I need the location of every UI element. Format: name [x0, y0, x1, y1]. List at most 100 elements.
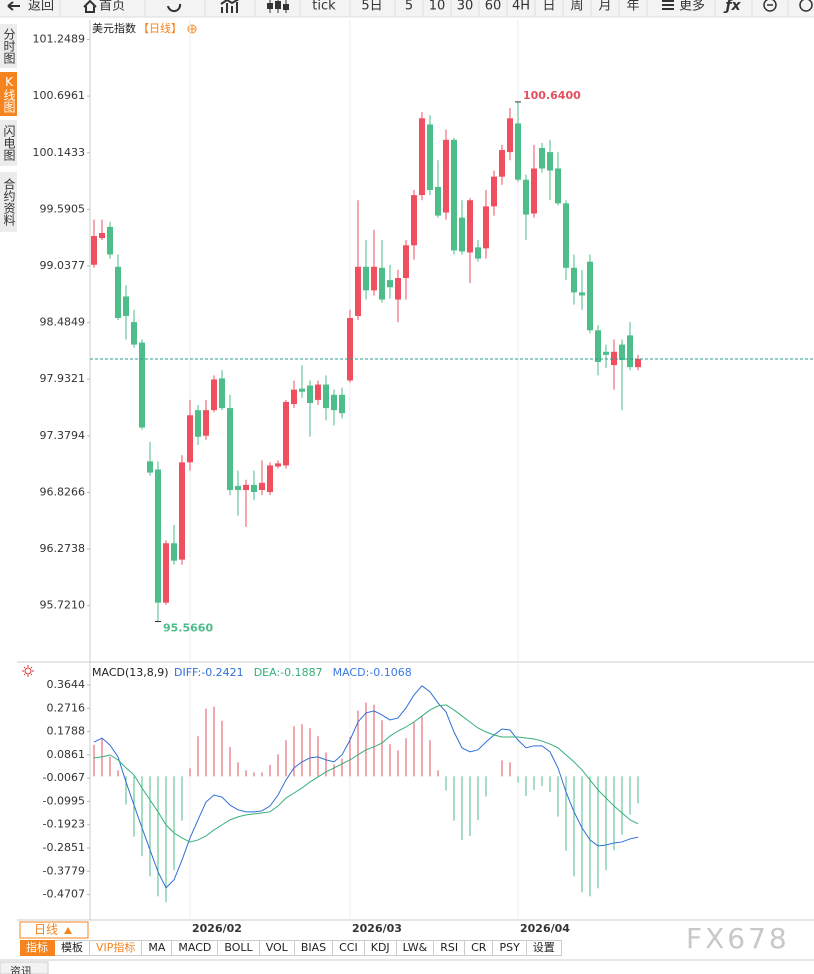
fx-icon[interactable]: ƒx	[722, 0, 741, 14]
indicator-tab[interactable]: MACD	[172, 940, 219, 956]
toolbar-button[interactable]: 周	[570, 0, 583, 14]
toolbar-button[interactable]: 5日	[361, 0, 382, 14]
candle-body	[107, 226, 113, 255]
toolbar-button[interactable]: 10	[429, 0, 446, 14]
candle-body	[507, 118, 513, 153]
toolbar-button[interactable]: 更多	[679, 0, 705, 14]
y-tick-label: 0.2716	[47, 701, 86, 714]
candle-body	[323, 384, 329, 409]
zoom-out-icon[interactable]	[763, 0, 777, 12]
candle-body	[147, 461, 153, 473]
candle-body	[563, 203, 569, 268]
candle-body	[379, 267, 385, 300]
x-tick-label: 2026/03	[352, 922, 402, 935]
indicator-tab[interactable]: CCI	[333, 940, 365, 956]
zoom-in-icon[interactable]	[799, 0, 813, 12]
candle-body	[499, 150, 505, 177]
candle-body	[227, 408, 233, 491]
candle-body	[211, 379, 217, 411]
toolbar-button[interactable]: 返回	[28, 0, 54, 14]
indicator-tab[interactable]: VOL	[259, 940, 295, 956]
chart-icon[interactable]	[220, 0, 240, 13]
indicator-tab[interactable]: BIAS	[294, 940, 334, 956]
candle-body	[363, 266, 369, 291]
indicator-tab[interactable]: 指标	[20, 940, 55, 956]
candle-body	[443, 139, 449, 213]
macd-line	[93, 704, 639, 843]
candle-body	[291, 389, 297, 404]
toolbar-button[interactable]: 30	[457, 0, 474, 14]
x-tick-label: 2026/04	[520, 922, 570, 935]
indicator-tab[interactable]: CR	[465, 940, 494, 956]
indicator-tab[interactable]: KDJ	[364, 940, 397, 956]
candle-body	[587, 261, 593, 331]
toolbar-button[interactable]: 5	[405, 0, 413, 14]
low-label: 95.5660	[163, 621, 213, 634]
bottom-tab[interactable]	[0, 961, 49, 974]
candle-body	[427, 124, 433, 190]
candle-body	[595, 330, 601, 363]
toolbar-button[interactable]: 4H	[512, 0, 530, 14]
chart-title: 美元指数	[92, 21, 136, 35]
toolbar-button[interactable]: 年	[626, 0, 639, 14]
side-tab[interactable]: 分时图	[0, 24, 17, 68]
y-tick-label: 96.8266	[40, 485, 86, 498]
candle-body	[267, 465, 273, 493]
toolbar-button[interactable]: 月	[598, 0, 611, 14]
candle-body	[307, 385, 313, 403]
home-icon[interactable]	[83, 0, 97, 13]
indicator-tab[interactable]: RSI	[434, 940, 466, 956]
toolbar-button[interactable]: tick	[312, 0, 336, 14]
candle-body	[435, 186, 441, 216]
high-label: 100.6400	[523, 89, 581, 102]
y-tick-label: 100.6961	[33, 89, 86, 102]
y-tick-label: 99.5905	[40, 202, 86, 215]
more-icon[interactable]	[662, 0, 674, 10]
indicator-tab[interactable]: PSY	[493, 940, 527, 956]
side-tab[interactable]: 闪电图	[0, 120, 17, 166]
add-icon[interactable]	[187, 24, 197, 34]
back-icon[interactable]	[7, 1, 20, 11]
y-tick-label: 0.3644	[47, 678, 86, 691]
candle-body	[99, 232, 105, 239]
bottom-tab-label[interactable]: 资讯	[10, 965, 32, 974]
period-button-label[interactable]: 日线	[34, 923, 58, 937]
toolbar-button[interactable]: 60	[485, 0, 502, 14]
candle-body	[115, 266, 121, 318]
candle-icon-body	[275, 1, 281, 9]
candle-body	[315, 384, 321, 400]
candle-body	[187, 415, 193, 463]
x-tick-label: 2026/02	[192, 922, 242, 935]
legend-label: MACD:-0.1068	[333, 666, 412, 679]
indicator-tabs: 指标 模板 VIP指标 MA MACD BOLL VOL BIAS CCI KDJ LW& RSI CR…	[20, 940, 562, 956]
indicator-tab[interactable]: BOLL	[218, 940, 260, 956]
toolbar-button[interactable]: 日	[542, 0, 555, 14]
refresh-icon[interactable]	[167, 3, 182, 13]
candle-body	[171, 543, 177, 561]
y-tick-label: 95.7210	[40, 599, 86, 612]
candle-body	[539, 148, 545, 169]
candle-body	[123, 296, 129, 316]
y-tick-label: 99.0377	[40, 259, 86, 272]
indicator-tab[interactable]: 模板	[55, 940, 90, 956]
candle-body	[419, 118, 425, 196]
candle-body	[611, 351, 617, 366]
y-tick-label: 0.0861	[47, 748, 86, 761]
candle-body	[299, 388, 305, 392]
candle-body	[387, 280, 393, 288]
indicator-tab[interactable]: MA	[142, 940, 173, 956]
indicator-tab[interactable]: 设置	[526, 940, 562, 956]
candle-icon-body	[267, 3, 273, 9]
indicator-tab[interactable]: VIP指标	[90, 940, 143, 956]
side-tab[interactable]: 合约资料	[0, 172, 17, 232]
side-tab[interactable]: K线图	[0, 72, 17, 116]
toolbar	[0, 0, 814, 17]
indicator-tab[interactable]: LW&	[396, 940, 435, 956]
candle-body	[571, 267, 577, 293]
candle-body	[459, 217, 465, 252]
toolbar-button[interactable]: 首页	[99, 0, 125, 14]
candle-body	[283, 401, 289, 466]
candle-body	[627, 335, 633, 368]
settings-icon[interactable]	[24, 667, 32, 675]
